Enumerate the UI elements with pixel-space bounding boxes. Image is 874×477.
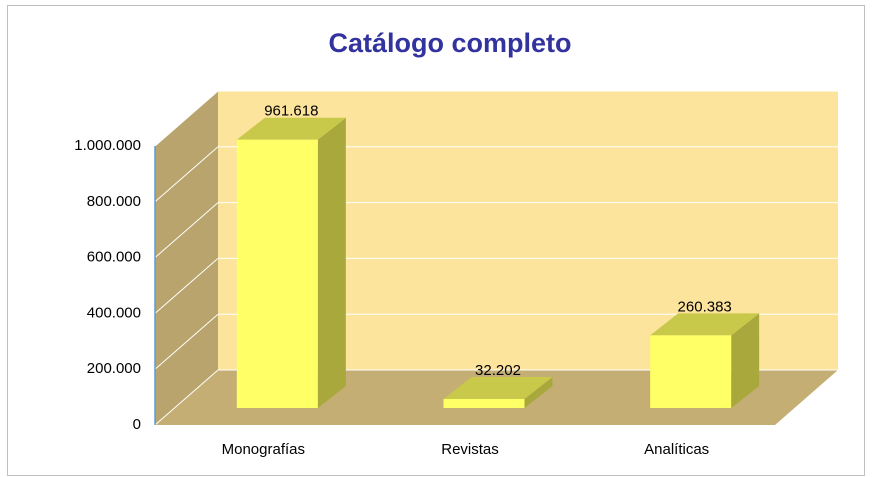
y-tick-label: 0 <box>133 416 141 433</box>
y-tick-label: 600.000 <box>87 249 141 266</box>
back-wall <box>218 91 838 370</box>
bar-side <box>524 377 553 408</box>
bar-side <box>731 313 760 408</box>
bar-top <box>650 313 760 336</box>
bar-top <box>236 117 346 140</box>
bar-side <box>317 117 346 408</box>
grid-line <box>154 369 219 426</box>
y-tick-label: 1.000.000 <box>74 137 141 154</box>
grid-line <box>154 313 219 370</box>
value-label: 260.383 <box>678 298 732 315</box>
y-tick-label: 400.000 <box>87 304 141 321</box>
value-label: 961.618 <box>264 103 318 120</box>
x-tick-label: Analíticas <box>644 441 709 458</box>
y-tick-label: 800.000 <box>87 193 141 210</box>
x-tick-label: Monografías <box>222 441 305 458</box>
bar <box>650 335 732 408</box>
side-wall <box>155 91 218 425</box>
y-tick-label: 200.000 <box>87 360 141 377</box>
grid-line <box>154 258 219 314</box>
grid-line <box>154 90 219 147</box>
grid-line <box>154 202 219 258</box>
bar-top <box>443 377 553 400</box>
bar <box>443 399 525 408</box>
value-label: 32.202 <box>475 362 521 379</box>
x-tick-label: Revistas <box>441 441 499 458</box>
bar <box>236 139 318 409</box>
chart-title: Catálogo completo <box>328 28 571 58</box>
grid-line <box>154 146 219 203</box>
